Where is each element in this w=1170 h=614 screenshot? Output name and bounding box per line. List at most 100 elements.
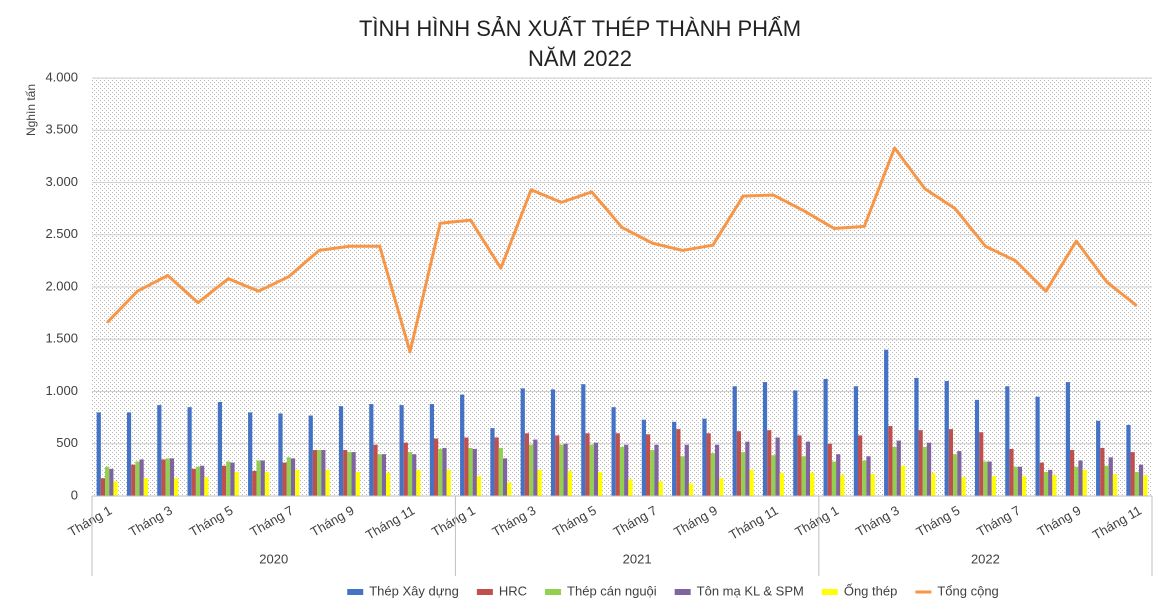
bar	[1078, 460, 1083, 496]
bar	[226, 461, 231, 496]
bar	[896, 440, 901, 496]
y-tick-label: 500	[56, 435, 78, 450]
chart-subtitle: NĂM 2022	[528, 46, 632, 71]
bar	[650, 450, 655, 496]
bar	[672, 421, 677, 496]
bar	[200, 465, 205, 496]
bar	[953, 454, 958, 496]
bar	[161, 459, 166, 496]
bar	[252, 470, 257, 496]
bar	[810, 473, 815, 496]
bar	[399, 405, 404, 496]
bar	[1005, 386, 1010, 496]
bar	[598, 471, 603, 496]
bar	[589, 444, 594, 496]
bar	[369, 404, 374, 496]
bar	[870, 474, 875, 496]
bar	[641, 419, 646, 496]
bar	[187, 407, 192, 496]
bar	[1069, 450, 1075, 496]
bar	[900, 465, 906, 496]
bar	[801, 456, 806, 496]
bar	[321, 450, 326, 496]
bar	[836, 454, 841, 496]
legend-swatch	[674, 589, 691, 595]
y-axis-label: Nghìn tấn	[24, 84, 38, 136]
bar	[567, 470, 572, 496]
bar	[100, 478, 106, 496]
bar	[139, 459, 144, 496]
bar	[676, 429, 681, 496]
bar	[260, 460, 265, 496]
bar	[126, 412, 132, 496]
bar	[502, 458, 508, 496]
bar	[355, 471, 360, 496]
bar	[169, 458, 175, 496]
bar	[308, 415, 313, 496]
bar	[706, 433, 711, 496]
bar	[702, 418, 707, 496]
y-tick-label: 4.000	[45, 69, 78, 84]
bar	[1143, 475, 1148, 496]
bar	[793, 390, 798, 496]
bar	[762, 382, 768, 496]
legend-swatch	[347, 589, 364, 595]
bar	[961, 477, 966, 496]
legend-label: Tôn mạ KL & SPM	[697, 583, 804, 598]
bar	[507, 482, 512, 496]
bar	[1082, 469, 1087, 496]
bar	[1065, 382, 1070, 496]
x-tick-label: Tháng 3	[126, 503, 175, 540]
bar	[157, 405, 162, 496]
bar	[373, 444, 378, 496]
bar	[204, 477, 209, 496]
bar	[624, 444, 629, 496]
bar	[113, 481, 118, 496]
x-tick-label: Tháng 11	[1090, 503, 1144, 543]
legend-swatch	[476, 589, 493, 595]
bar	[1048, 469, 1053, 496]
bar	[888, 425, 893, 496]
bar	[926, 442, 932, 496]
bar	[1039, 462, 1044, 496]
bar	[745, 441, 750, 496]
bar	[585, 433, 590, 496]
bar	[498, 447, 503, 496]
bar	[857, 435, 863, 496]
legend-swatch	[821, 589, 838, 595]
x-tick-label: Tháng 5	[914, 503, 963, 540]
bar	[779, 473, 784, 496]
bar	[290, 458, 296, 496]
bar	[1022, 476, 1027, 496]
y-tick-label: 0	[71, 487, 78, 502]
bar	[351, 452, 356, 496]
bar	[195, 466, 201, 496]
bar	[386, 473, 391, 496]
bar	[135, 461, 140, 496]
bar	[407, 452, 413, 496]
bar	[684, 444, 689, 496]
bar	[317, 450, 322, 496]
bar	[1138, 464, 1144, 496]
bar	[555, 435, 560, 496]
x-tick-label: Tháng 5	[550, 503, 599, 540]
legend-label: Thép Xây dựng	[369, 583, 459, 598]
bar	[749, 469, 754, 496]
bar	[248, 412, 253, 496]
bar	[563, 443, 568, 496]
bar	[143, 478, 148, 496]
bar	[433, 438, 439, 496]
bar	[1100, 447, 1105, 496]
x-tick-label: Tháng 11	[726, 503, 780, 543]
bar	[987, 461, 992, 496]
x-tick-label: Tháng 1	[792, 503, 841, 540]
bar	[403, 442, 408, 496]
x-tick-label: Tháng 7	[974, 503, 1023, 540]
x-tick-label: Tháng 5	[187, 503, 236, 540]
bar	[429, 404, 434, 496]
bar	[615, 433, 620, 496]
bar	[256, 460, 261, 496]
bar	[654, 444, 659, 496]
y-tick-label: 2.500	[45, 226, 78, 241]
bar	[550, 389, 556, 496]
